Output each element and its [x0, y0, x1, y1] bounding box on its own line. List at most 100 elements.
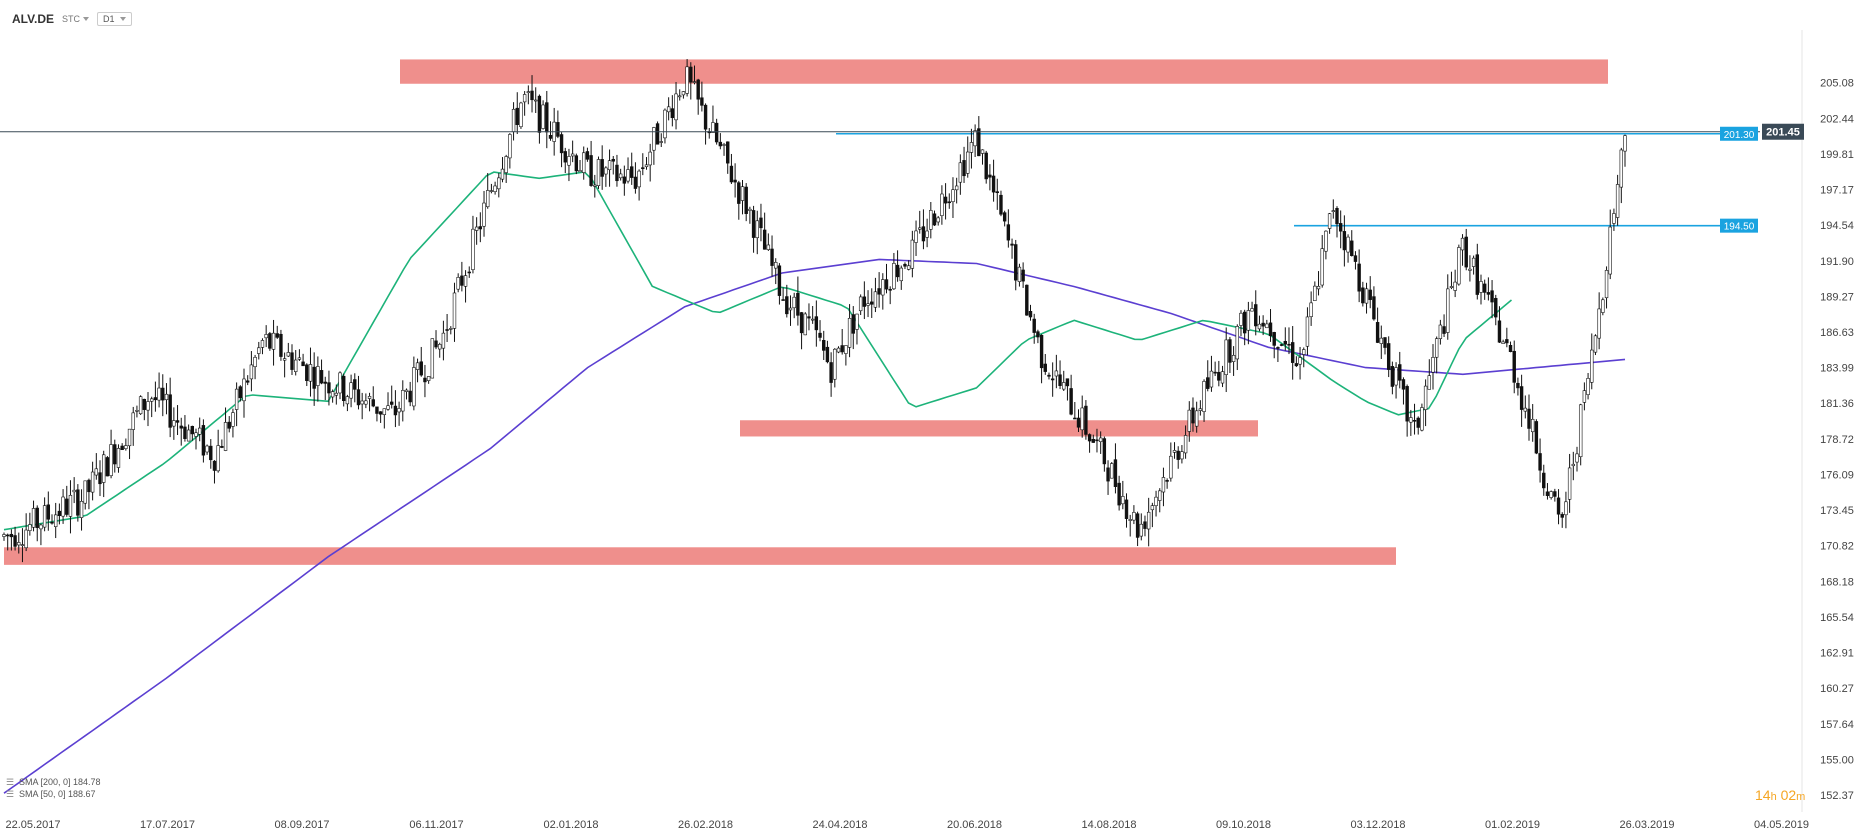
candle	[1530, 404, 1535, 442]
candle-body	[271, 332, 276, 350]
candle	[1132, 505, 1136, 525]
candle	[541, 100, 545, 130]
candle-body	[1124, 499, 1129, 519]
candle	[1076, 409, 1081, 432]
candle-body	[1423, 385, 1428, 410]
timeframe-selector[interactable]: D1	[97, 12, 132, 26]
candle	[342, 373, 346, 407]
settings-icon[interactable]: ☰	[6, 777, 15, 787]
candle-body	[973, 130, 977, 147]
candle	[666, 97, 671, 121]
candle-body	[260, 340, 265, 348]
candle-body	[537, 95, 542, 133]
candle-body	[1494, 298, 1498, 318]
candle	[1368, 276, 1372, 309]
candle	[534, 87, 538, 114]
candle-body	[925, 230, 929, 238]
legend-item-sma50[interactable]: ☰ SMA [50, 0] 188.67	[6, 788, 101, 800]
x-tick-label: 06.11.2017	[409, 819, 463, 831]
candle	[275, 325, 279, 339]
candle	[1386, 336, 1391, 378]
level-tag	[1720, 218, 1758, 233]
candle	[866, 290, 870, 318]
candle-body	[969, 142, 974, 153]
candle-body	[72, 489, 76, 493]
candle-body	[20, 544, 25, 546]
candle	[386, 392, 390, 411]
symbol-label[interactable]: ALV.DE	[12, 12, 55, 26]
candle-body	[729, 165, 734, 183]
candle	[1608, 209, 1612, 280]
candle	[733, 163, 737, 198]
candle	[737, 180, 741, 220]
candle-body	[438, 344, 442, 350]
x-tick-label: 02.01.2018	[543, 819, 598, 831]
candle-body	[1475, 254, 1480, 295]
settings-icon[interactable]: ☰	[6, 789, 15, 799]
candle	[412, 356, 416, 411]
candle	[408, 381, 412, 407]
candle-body	[87, 479, 91, 493]
candle	[1486, 277, 1491, 301]
candle-body	[785, 296, 789, 315]
candle-body	[1290, 342, 1295, 363]
x-tick-label: 04.05.2019	[1754, 819, 1809, 831]
candle	[1302, 347, 1306, 368]
candle	[729, 153, 734, 185]
candle	[220, 439, 224, 449]
candle-body	[1501, 341, 1505, 344]
candle	[1534, 419, 1539, 455]
candle	[257, 341, 261, 360]
candle	[467, 266, 471, 278]
candle	[401, 380, 405, 422]
candle-body	[342, 375, 346, 401]
price-axis[interactable]: 205.08 202.44 199.81 197.17 194.54 191.90 189.…	[1820, 78, 1854, 802]
candle-body	[751, 210, 756, 238]
instrument-type-selector[interactable]: STC	[62, 14, 90, 24]
candle	[1220, 365, 1225, 388]
candle	[1106, 460, 1110, 495]
candle	[858, 294, 863, 316]
candle	[1224, 327, 1228, 393]
candle-body	[1110, 463, 1114, 479]
candle-body	[918, 227, 922, 230]
y-tick-label: 165.54	[1820, 612, 1854, 624]
candle	[1065, 378, 1070, 401]
candle-body	[138, 396, 143, 415]
candle	[818, 320, 822, 342]
candle	[962, 146, 966, 183]
candle-body	[360, 400, 364, 405]
candle-body	[1198, 408, 1203, 411]
candle	[249, 351, 254, 392]
candle	[1150, 502, 1155, 528]
candlestick-series	[2, 59, 1627, 563]
candle	[1464, 228, 1468, 271]
candle-body	[1010, 243, 1014, 246]
candle-body	[1586, 378, 1590, 395]
candle-body	[1287, 343, 1291, 346]
candle-body	[921, 226, 926, 242]
current-price-label: 201.45	[1766, 127, 1800, 139]
candle	[836, 346, 841, 354]
time-axis[interactable]: 22.05.2017 17.07.2017 08.09.2017 06.11.2017…	[5, 819, 1809, 831]
candle	[168, 377, 172, 438]
y-tick-label: 173.45	[1820, 505, 1854, 517]
legend-item-sma200[interactable]: ☰ SMA [200, 0] 184.78	[6, 776, 101, 788]
candle-body	[1065, 378, 1070, 387]
candle-body	[1612, 213, 1616, 224]
candle-body	[5, 534, 10, 537]
candle	[419, 346, 423, 377]
candle-body	[1327, 213, 1332, 229]
candle-body	[1619, 149, 1624, 188]
candle	[1128, 514, 1132, 537]
candle	[1235, 324, 1239, 371]
candle	[873, 277, 878, 313]
candle	[175, 405, 180, 436]
candle	[622, 165, 627, 196]
y-tick-label: 157.64	[1820, 719, 1854, 731]
candle-body	[892, 263, 896, 290]
candle-body	[615, 164, 619, 182]
candle	[1102, 436, 1107, 472]
candle-body	[1460, 237, 1465, 251]
